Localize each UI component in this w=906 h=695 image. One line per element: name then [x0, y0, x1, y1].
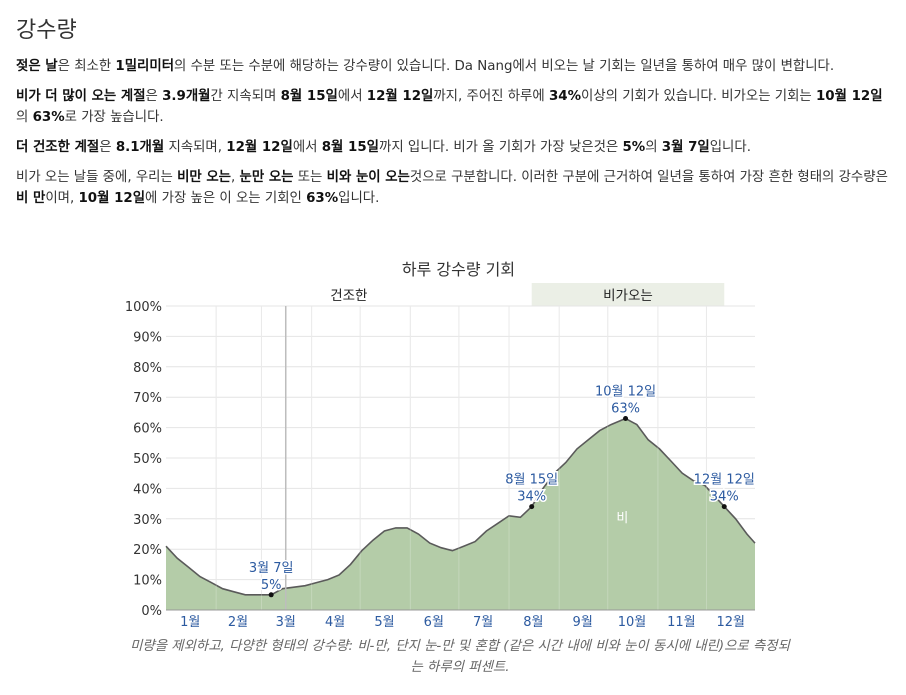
paragraph-3: 더 건조한 계절은 8.1개월 지속되며, 12월 12일에서 8월 15일까지…	[16, 137, 890, 158]
month-label: 9월	[573, 615, 593, 630]
annotation-date: 8월 15일	[505, 473, 558, 488]
rain-area	[166, 418, 755, 610]
text: 은	[145, 89, 163, 104]
precipitation-section: 강수량 젖은 날은 최소한 1밀리미터의 수분 또는 수분에 해당하는 강수량이…	[0, 0, 906, 209]
bold-text: 8월 15일	[280, 89, 338, 104]
month-label: 10월	[618, 615, 647, 630]
y-tick-label: 50%	[133, 452, 162, 467]
text: 또는	[293, 170, 327, 185]
season-label-1: 건조한	[330, 288, 367, 304]
y-tick-label: 100%	[125, 300, 162, 315]
y-tick-label: 90%	[133, 330, 162, 345]
bold-text: 비가 더 많이 오는 계절	[16, 89, 146, 104]
bold-text: 10월 12일	[78, 191, 146, 206]
y-tick-label: 20%	[133, 543, 162, 558]
text: 간 지속되며	[210, 89, 281, 104]
text: 로 가장 높습니다.	[64, 110, 164, 125]
y-tick-label: 40%	[133, 482, 162, 497]
bold-text: 12월 12일	[226, 140, 293, 155]
bold-text: 8월 15일	[321, 140, 379, 155]
season-band-2	[531, 283, 725, 306]
y-tick-label: 60%	[133, 422, 162, 437]
text: 에서	[337, 89, 367, 104]
annotation-date: 12월 12일	[694, 473, 755, 488]
paragraphs: 젖은 날은 최소한 1밀리미터의 수분 또는 수분에 해당하는 강수량이 있습니…	[16, 56, 890, 209]
season-label-2: 비가오는	[603, 288, 653, 304]
text: 지속되며,	[164, 140, 227, 155]
annotation-value: 63%	[611, 401, 640, 416]
bold-text: 34%	[548, 89, 582, 104]
series-label: 비	[616, 511, 628, 526]
y-tick-label: 0%	[141, 604, 162, 619]
chart-title: 하루 강수량 기회	[402, 260, 515, 279]
annotation-value: 34%	[517, 490, 546, 505]
text: ,	[231, 170, 240, 185]
chart-caption: 미량을 제외하고, 다양한 형태의 강수량: 비-만, 단지 눈-만 및 혼합 …	[130, 639, 790, 675]
text: 입니다.	[709, 140, 751, 155]
annotation-point	[529, 504, 535, 510]
month-label: 5월	[374, 615, 394, 630]
bold-text: 10월 12일	[815, 89, 883, 104]
text: 것으로 구분합니다. 이러한 구분에 근거하여 일년을 통하여 가장 흔한 형태…	[409, 170, 888, 185]
y-tick-label: 70%	[133, 391, 162, 406]
annotation-point	[623, 415, 629, 421]
text: 입니다.	[338, 191, 380, 206]
text: 까지, 주어진 하루에	[433, 89, 549, 104]
month-label: 3월	[276, 615, 296, 630]
text: 이며,	[45, 191, 79, 206]
bold-text: 12월 12일	[366, 89, 434, 104]
month-label: 6월	[424, 615, 444, 630]
month-label: 4월	[325, 615, 345, 630]
bold-text: 젖은 날	[16, 59, 58, 74]
text: 의 수분 또는 수분에 해당하는 강수량이 있습니다. Da Nang에서 비오…	[174, 59, 835, 74]
annotation-value: 34%	[710, 490, 739, 505]
paragraph-2: 비가 더 많이 오는 계절은 3.9개월간 지속되며 8월 15일에서 12월 …	[16, 86, 890, 128]
bold-text: 63%	[32, 110, 65, 125]
season-band-1	[166, 283, 532, 306]
text: 비가 오는 날들 중에, 우리는	[16, 170, 178, 185]
paragraph-4: 비가 오는 날들 중에, 우리는 비만 오는, 눈만 오는 또는 비와 눈이 오…	[16, 167, 890, 209]
text: 에 가장 높은 이 오는 기회인	[145, 191, 307, 206]
text: 은 최소한	[57, 59, 116, 74]
y-tick-label: 80%	[133, 361, 162, 376]
text: 이상의 기회가 있습니다. 비가오는 기회는	[581, 89, 816, 104]
bold-text: 더 건조한 계절	[16, 140, 100, 155]
annotation-point	[268, 592, 274, 598]
bold-text: 눈만 오는	[239, 170, 294, 185]
bold-text: 3.9개월	[162, 89, 211, 104]
annotation-point	[721, 504, 727, 510]
text: 은	[99, 140, 116, 155]
annotation-value: 5%	[261, 578, 282, 593]
bold-text: 8.1개월	[115, 140, 165, 155]
bold-text: 5%	[622, 140, 646, 155]
text: 에서	[292, 140, 322, 155]
month-label: 1월	[180, 615, 200, 630]
rain-line	[165, 417, 756, 596]
month-label: 8월	[523, 615, 543, 630]
bold-text: 63%	[306, 191, 339, 206]
bold-text: 비 만	[16, 191, 46, 206]
text: 까지 입니다. 비가 올 기회가 가장 낮은것은	[379, 140, 623, 155]
bold-text: 비와 눈이 오는	[326, 170, 410, 185]
paragraph-1: 젖은 날은 최소한 1밀리미터의 수분 또는 수분에 해당하는 강수량이 있습니…	[16, 56, 890, 77]
y-tick-label: 10%	[133, 574, 162, 589]
month-label: 11월	[667, 615, 696, 630]
text: 의	[645, 140, 662, 155]
annotation-date: 10월 12일	[595, 384, 656, 399]
month-label: 7월	[473, 615, 493, 630]
bold-text: 3월 7일	[661, 140, 710, 155]
annotation-date: 3월 7일	[249, 561, 294, 576]
bold-text: 1밀리미터	[115, 59, 175, 74]
y-tick-label: 30%	[133, 513, 162, 528]
bold-text: 비만 오는	[177, 170, 232, 185]
month-label: 2월	[228, 615, 248, 630]
text: 의	[16, 110, 33, 125]
month-label: 12월	[716, 615, 745, 630]
section-title: 강수량	[16, 18, 77, 43]
